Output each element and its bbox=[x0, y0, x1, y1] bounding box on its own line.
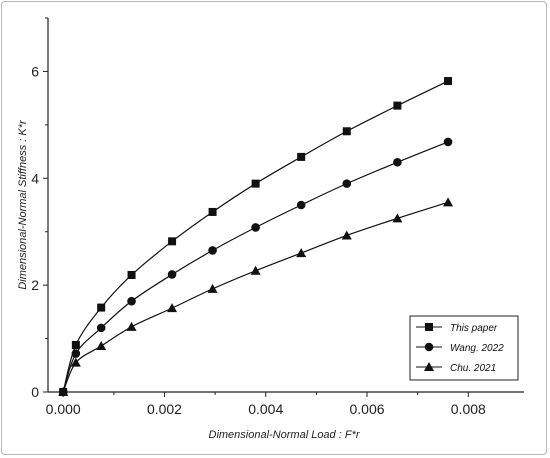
series-triangle bbox=[58, 197, 454, 396]
legend-label: Chu. 2021 bbox=[450, 363, 496, 374]
data-point bbox=[96, 323, 106, 333]
series-square bbox=[59, 77, 453, 396]
x-tick-label: 0.006 bbox=[349, 401, 384, 417]
data-point bbox=[167, 303, 178, 313]
legend-marker bbox=[425, 323, 433, 331]
data-point bbox=[393, 157, 402, 167]
legend-entry: Wang. 2022 bbox=[416, 342, 504, 354]
legend-entry: Chu. 2021 bbox=[416, 362, 496, 374]
x-tick-label: 0.008 bbox=[451, 401, 486, 417]
x-axis-label: Dimensional-Normal Load : F*r bbox=[209, 429, 361, 441]
x-tick-label: 0.000 bbox=[46, 401, 81, 417]
series-line bbox=[62, 80, 449, 393]
data-point bbox=[296, 200, 306, 210]
legend-label: This paper bbox=[450, 323, 498, 334]
legend-entry: This paper bbox=[416, 323, 498, 334]
data-point bbox=[208, 246, 217, 255]
data-point bbox=[250, 265, 261, 275]
data-point bbox=[127, 296, 136, 306]
series-layer bbox=[58, 77, 454, 397]
series-circle bbox=[58, 137, 453, 397]
data-point bbox=[207, 283, 218, 293]
data-point bbox=[443, 197, 454, 207]
x-tick-label: 0.002 bbox=[147, 401, 182, 417]
data-point bbox=[167, 270, 177, 279]
data-point bbox=[393, 101, 402, 110]
data-point bbox=[96, 341, 107, 351]
data-point bbox=[97, 303, 106, 312]
data-point bbox=[168, 237, 177, 246]
x-tick-label: 0.004 bbox=[248, 401, 283, 417]
data-point bbox=[208, 207, 217, 216]
data-point bbox=[251, 179, 260, 188]
axes bbox=[47, 18, 524, 393]
y-tick-label: 6 bbox=[31, 63, 39, 79]
data-point bbox=[296, 248, 307, 258]
y-tick-label: 0 bbox=[31, 384, 39, 400]
legend-marker bbox=[424, 362, 434, 371]
legend-label: Wang. 2022 bbox=[450, 343, 504, 354]
ticks: 0.000 0.002 0.004 0.006 0.008 0 2 4 6 bbox=[31, 17, 486, 417]
data-point bbox=[297, 152, 306, 161]
data-point bbox=[71, 340, 80, 349]
y-tick-label: 2 bbox=[31, 277, 39, 293]
data-point bbox=[342, 179, 352, 188]
data-point bbox=[127, 270, 136, 279]
data-point bbox=[251, 223, 260, 232]
legend-marker bbox=[424, 342, 434, 352]
data-point bbox=[126, 321, 137, 331]
y-tick-label: 4 bbox=[31, 170, 39, 186]
y-axis-label: Dimensional-Normal Stiffness : K*r bbox=[17, 119, 29, 290]
data-point bbox=[58, 387, 69, 396]
data-point bbox=[444, 77, 453, 86]
data-point bbox=[341, 230, 352, 240]
data-point bbox=[71, 349, 81, 358]
data-point bbox=[443, 137, 453, 147]
data-point bbox=[342, 127, 351, 136]
legend: This paper Wang. 2022 Chu. 2021 bbox=[409, 315, 519, 381]
data-point bbox=[392, 213, 403, 223]
data-point bbox=[70, 357, 81, 367]
